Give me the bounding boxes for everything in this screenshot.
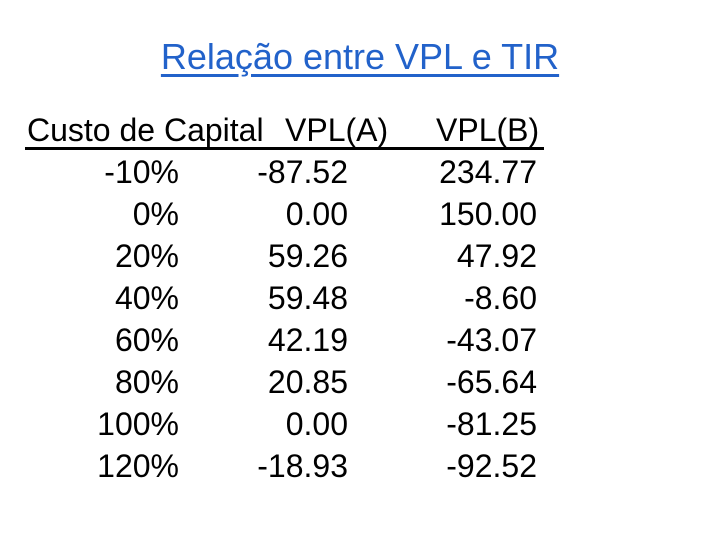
vpl-b-cell: -92.52	[446, 448, 537, 484]
cost-of-capital-cell: 100%	[97, 406, 179, 442]
vpl-b-cell: 150.00	[439, 196, 537, 232]
header-custo-de-capital: Custo de Capital	[27, 112, 264, 148]
cost-of-capital-cell: 120%	[97, 448, 179, 484]
vpl-a-cell: 59.48	[267, 280, 348, 316]
vpl-a-cell: 42.19	[267, 322, 348, 358]
vpl-a-cell: 0.00	[285, 196, 348, 232]
table-header-row: Custo de Capital VPL(A) VPL(B)	[0, 109, 720, 151]
cost-of-capital-cell: 60%	[114, 322, 179, 358]
cost-of-capital-cell: 0%	[132, 196, 179, 232]
vpl-b-cell: -43.07	[446, 322, 537, 358]
header-vpl-b: VPL(B)	[436, 112, 540, 148]
cost-of-capital-cell: 40%	[114, 280, 179, 316]
slide-title: Relação entre VPL e TIR	[160, 36, 560, 77]
vpl-a-cell: -87.52	[257, 154, 348, 190]
vpl-b-cell: -81.25	[446, 406, 537, 442]
vpl-b-cell: 47.92	[456, 238, 537, 274]
cost-of-capital-cell: -10%	[104, 154, 179, 190]
table-row: 120% -18.93 -92.52	[0, 445, 720, 487]
table-row: 40% 59.48 -8.60	[0, 277, 720, 319]
header-vpl-a: VPL(A)	[285, 112, 389, 148]
table-row: 0% 0.00 150.00	[0, 193, 720, 235]
cost-of-capital-cell: 80%	[114, 364, 179, 400]
vpl-b-cell: -8.60	[464, 280, 537, 316]
vpl-a-cell: 59.26	[267, 238, 348, 274]
vpl-b-cell: 234.77	[439, 154, 537, 190]
table-body: -10% -87.52 234.77 0% 0.00 150.00 20% 59.26 47.9…	[0, 151, 720, 487]
vpl-b-cell: -65.64	[446, 364, 537, 400]
table-row: 60% 42.19 -43.07	[0, 319, 720, 361]
table-row: -10% -87.52 234.77	[0, 151, 720, 193]
table-row: 100% 0.00 -81.25	[0, 403, 720, 445]
vpl-tir-table: Custo de Capital VPL(A) VPL(B) -10% -87.5…	[0, 109, 720, 487]
vpl-a-cell: 0.00	[285, 406, 348, 442]
cost-of-capital-cell: 20%	[114, 238, 179, 274]
table-row: 80% 20.85 -65.64	[0, 361, 720, 403]
vpl-a-cell: 20.85	[267, 364, 348, 400]
table-row: 20% 59.26 47.92	[0, 235, 720, 277]
vpl-a-cell: -18.93	[257, 448, 348, 484]
header-underline	[25, 147, 544, 150]
